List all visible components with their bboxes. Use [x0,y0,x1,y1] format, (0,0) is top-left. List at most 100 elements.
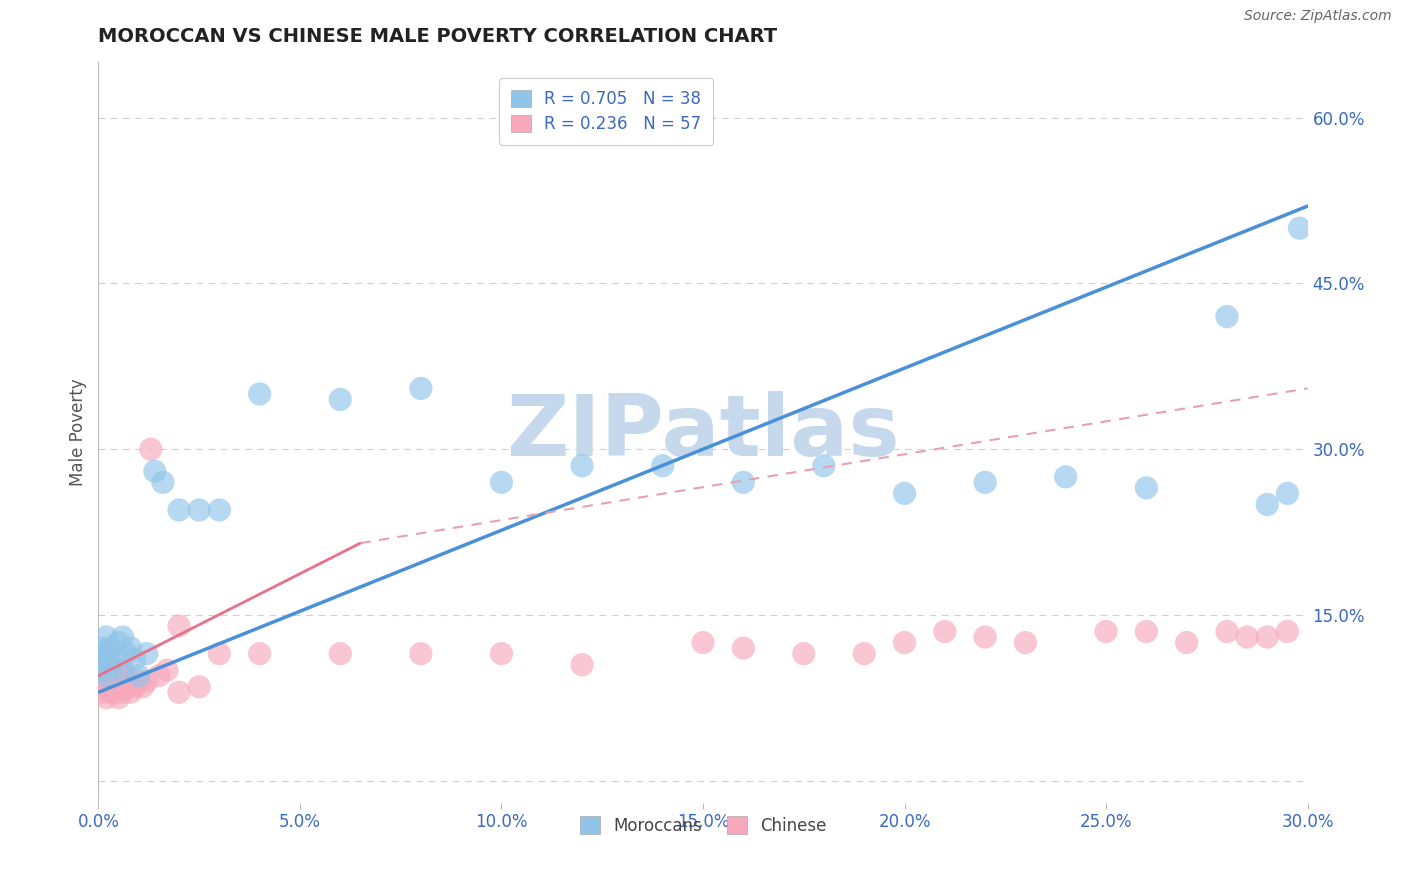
Point [1095,624,1118,639]
Point [100,669,122,683]
Point [491,475,513,490]
Point [128,674,150,689]
Point [100,657,122,672]
Point [1135,481,1157,495]
Y-axis label: Male Poverty: Male Poverty [69,379,87,486]
Point [107,635,129,649]
Point [91,652,114,666]
Point [132,680,155,694]
Point [249,387,271,401]
Point [139,442,162,457]
Point [893,635,915,649]
Point [167,619,190,633]
Point [1236,630,1258,644]
Point [692,635,714,649]
Point [100,685,122,699]
Point [188,503,211,517]
Point [120,641,142,656]
Point [96,669,118,683]
Point [167,503,190,517]
Point [571,657,593,672]
Point [128,669,150,683]
Point [111,663,134,677]
Point [249,647,271,661]
Text: MOROCCAN VS CHINESE MALE POVERTY CORRELATION CHART: MOROCCAN VS CHINESE MALE POVERTY CORRELA… [98,27,778,45]
Point [124,652,146,666]
Point [107,690,129,705]
Point [208,647,231,661]
Point [571,458,593,473]
Point [409,381,432,395]
Point [1216,310,1239,324]
Point [148,669,170,683]
Point [135,674,157,689]
Point [651,458,673,473]
Point [329,647,352,661]
Point [813,458,835,473]
Point [1054,470,1077,484]
Point [103,674,125,689]
Point [103,685,125,699]
Point [974,475,997,490]
Point [733,475,755,490]
Point [100,663,122,677]
Point [96,669,118,683]
Text: ZIPatlas: ZIPatlas [506,391,900,475]
Point [91,685,114,699]
Point [91,674,114,689]
Point [111,630,134,644]
Point [111,663,134,677]
Point [111,685,134,699]
Point [733,641,755,656]
Point [1256,498,1278,512]
Point [111,674,134,689]
Point [96,690,118,705]
Point [103,669,125,683]
Point [91,641,114,656]
Point [91,663,114,677]
Point [103,652,125,666]
Point [329,392,352,407]
Point [96,663,118,677]
Point [120,674,142,689]
Point [91,680,114,694]
Point [115,669,138,683]
Point [100,641,122,656]
Point [115,647,138,661]
Point [893,486,915,500]
Point [974,630,997,644]
Point [124,680,146,694]
Point [1216,624,1239,639]
Point [115,680,138,694]
Point [934,624,956,639]
Point [853,647,876,661]
Point [1014,635,1036,649]
Point [1277,486,1299,500]
Point [1135,624,1157,639]
Point [135,647,157,661]
Point [96,680,118,694]
Legend: Moroccans, Chinese: Moroccans, Chinese [568,805,838,847]
Point [96,647,118,661]
Point [96,630,118,644]
Point [120,685,142,699]
Point [793,647,815,661]
Point [156,663,179,677]
Point [152,475,174,490]
Point [143,464,166,478]
Point [409,647,432,661]
Point [167,685,190,699]
Point [91,663,114,677]
Point [100,674,122,689]
Point [188,680,211,694]
Text: Source: ZipAtlas.com: Source: ZipAtlas.com [1244,9,1392,23]
Point [1277,624,1299,639]
Point [1256,630,1278,644]
Point [491,647,513,661]
Point [1288,221,1310,235]
Point [1175,635,1198,649]
Point [107,680,129,694]
Point [91,669,114,683]
Point [208,503,231,517]
Point [107,669,129,683]
